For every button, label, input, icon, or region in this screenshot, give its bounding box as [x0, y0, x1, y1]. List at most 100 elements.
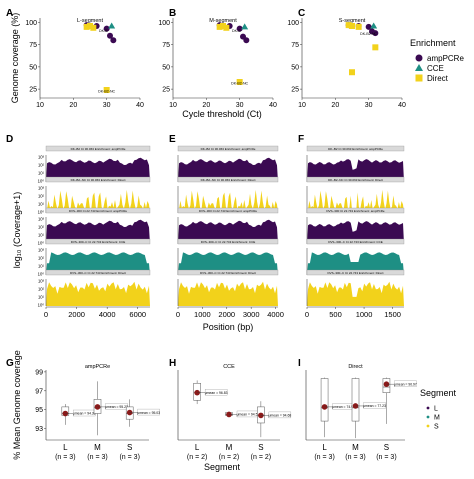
legend-title: Enrichment: [410, 38, 456, 48]
panel-label: A: [6, 8, 13, 19]
x-tick-label: 20: [331, 102, 339, 109]
panel-label: D: [6, 134, 13, 145]
legend-title: Segment: [420, 388, 457, 398]
data-point-CCE: [370, 22, 378, 29]
category-label: S: [384, 443, 389, 452]
track-y-tick-label: 10²: [38, 163, 45, 168]
track-strip: [45, 238, 151, 245]
track-label: DVS–300 Ct 22.743 Enrichment: ampPCRe: [326, 209, 385, 213]
track-label: DVS–300–C Ct 22.743 Enrichment: Direct: [70, 271, 126, 275]
track-strip: [45, 145, 151, 152]
coverage-area-Direct: [307, 281, 404, 306]
mean-label-box: [137, 408, 160, 416]
legend-label: M: [434, 415, 440, 422]
track-y-tick-label: 10¹: [38, 202, 45, 207]
category-label: L: [195, 443, 200, 452]
track-label: DK–B2–NC Ct 30.063 Enrichment: Direct: [71, 178, 126, 182]
y-tick-label: 25: [162, 87, 170, 94]
coverage-area-ampPCRe: [46, 157, 150, 182]
coverage-area-ampPCRe: [178, 157, 278, 182]
y-tick-label: 50: [291, 64, 299, 71]
data-point-Direct: [223, 24, 230, 31]
y-tick-label: 50: [162, 64, 170, 71]
legend-label: Direct: [427, 74, 449, 83]
track-y-tick-label: 10¹: [38, 233, 45, 238]
y-tick-label: 75: [291, 42, 299, 49]
track-label: DVS–300 Ct 22.743 Enrichment: ampPCRe: [199, 209, 258, 213]
x-tick-label: 40: [136, 102, 144, 109]
panel-label: B: [169, 8, 176, 19]
panel-label: I: [298, 358, 301, 369]
panel-label: C: [298, 8, 305, 19]
x-tick-label: 20: [69, 102, 77, 109]
track-y-tick-label: 10³: [38, 279, 45, 284]
category-count: (n = 2): [251, 454, 271, 461]
coverage-area-ampPCRe: [307, 159, 404, 182]
track-y-tick-label: 10¹: [38, 264, 45, 269]
track-strip: [177, 207, 279, 214]
coverage-area-CCE: [307, 252, 404, 275]
legend-label: S: [434, 424, 439, 431]
panel-title: L-segment: [77, 18, 103, 24]
data-point-Direct: [87, 23, 93, 29]
mean-label-box: [204, 389, 228, 396]
x-tick-label: 0: [305, 310, 309, 319]
track-strip: [306, 176, 405, 183]
coverage-area-ampPCRe: [307, 221, 404, 244]
x-axis-title: Segment: [204, 462, 241, 472]
y-tick-label: 50: [29, 64, 37, 71]
data-point-Direct: [349, 23, 355, 29]
coverage-area-CCE: [178, 252, 278, 275]
data-point-Direct: [83, 23, 90, 30]
track-y-tick-label: 10³: [38, 248, 45, 253]
track-y-tick-label: 10⁰: [38, 210, 45, 215]
y-tick-label: 93: [35, 426, 43, 433]
mean-label: μmean = 94.68: [268, 414, 291, 418]
track-strip: [177, 238, 279, 245]
mean-label: μmean = 90.97: [394, 382, 417, 386]
mean-label: μmean = 94.35: [73, 412, 96, 416]
category-label: L: [322, 443, 327, 452]
track-label: DVS–300–C Ct 22.743 Enrichment: Direct: [200, 271, 256, 275]
x-tick-label: 20: [202, 102, 210, 109]
track-y-tick-label: 10³: [38, 155, 45, 160]
mean-label: μmean = 96.83: [205, 391, 228, 395]
x-tick-label: 0: [44, 310, 48, 319]
data-point-CCE: [108, 22, 116, 29]
category-count: (n = 3): [376, 454, 396, 461]
panel-label: F: [298, 134, 304, 145]
x-tick-label: 2000: [218, 310, 235, 319]
track-strip: [177, 269, 279, 276]
y-axis-title: log₁₀ (Coverage+1): [12, 192, 22, 269]
y-tick-label: 75: [162, 42, 170, 49]
category-count: (n = 3): [119, 454, 139, 461]
mean-label-box: [105, 403, 128, 410]
x-tick-label: 4000: [99, 310, 116, 319]
panel-label: H: [169, 358, 176, 369]
data-point-Direct: [349, 69, 355, 76]
data-point-Direct: [355, 23, 362, 30]
legend-label: L: [434, 406, 438, 413]
track-label: DVS–300 Ct 22.743 Enrichment: ampPCRe: [69, 209, 128, 213]
track-strip: [306, 145, 405, 152]
track-strip: [177, 176, 279, 183]
track-strip: [306, 269, 405, 276]
category-count: (n = 2): [187, 454, 207, 461]
x-tick-label: 2000: [68, 310, 85, 319]
category-label: S: [127, 443, 132, 452]
track-y-tick-label: 10⁰: [38, 241, 45, 246]
coverage-area-Direct: [178, 281, 278, 306]
category-count: (n = 3): [314, 454, 334, 461]
track-label: DVS–300–C Ct 22.743 Enrichment: CCE: [71, 240, 126, 244]
legend-marker-segment: [426, 406, 430, 410]
track-label: DK–B2 Ct 30.063 Enrichment: ampPCRe: [201, 147, 256, 151]
x-tick-label: 0: [176, 310, 180, 319]
data-point-ampPCRe: [365, 23, 372, 30]
data-point-ampPCRe: [236, 25, 243, 32]
track-y-tick-label: 10⁰: [38, 272, 45, 277]
point-annotation: DK-B2-NC: [98, 90, 115, 94]
x-tick-label: 40: [269, 102, 277, 109]
track-y-tick-label: 10³: [38, 186, 45, 191]
track-y-tick-label: 10⁰: [38, 179, 45, 184]
data-point-ampPCRe: [243, 37, 250, 44]
